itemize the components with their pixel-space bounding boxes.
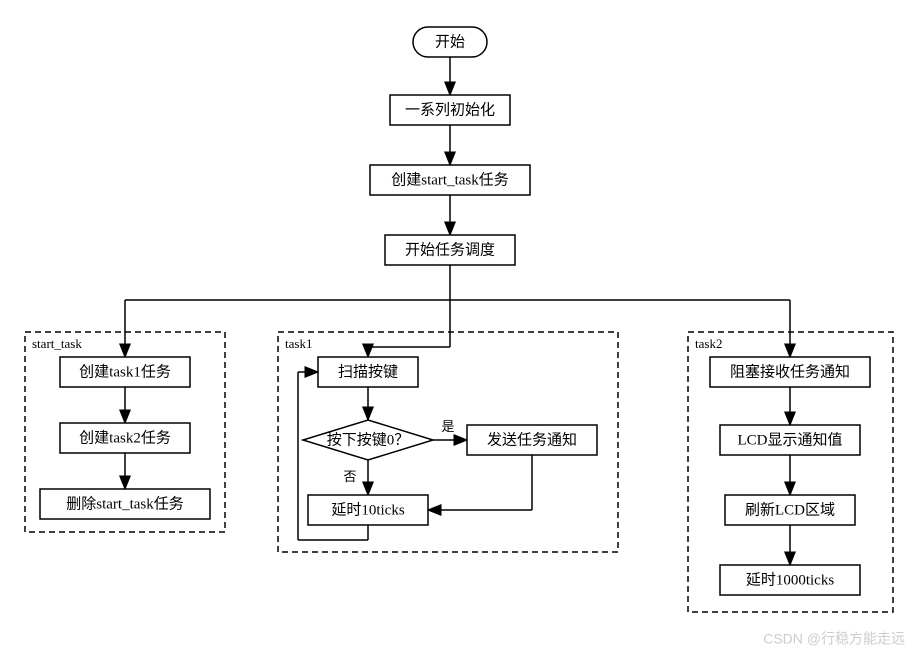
edge-no: 否 xyxy=(343,460,368,495)
svg-text:创建task1任务: 创建task1任务 xyxy=(79,363,171,380)
node-st-create1: 创建task1任务 xyxy=(60,357,190,387)
watermark-text: CSDN @行稳方能走远 xyxy=(763,631,905,647)
svg-text:task2: task2 xyxy=(695,336,722,351)
svg-text:创建task2任务: 创建task2任务 xyxy=(79,429,171,446)
node-init: 一系列初始化 xyxy=(390,95,510,125)
svg-text:按下按键0？: 按下按键0？ xyxy=(327,431,410,448)
svg-text:延时10ticks: 延时10ticks xyxy=(331,501,404,518)
svg-text:开始任务调度: 开始任务调度 xyxy=(405,241,495,258)
svg-text:是: 是 xyxy=(441,419,454,434)
node-schedule: 开始任务调度 xyxy=(385,235,515,265)
svg-text:task1: task1 xyxy=(285,336,312,351)
flowchart-canvas: 开始 一系列初始化 创建start_task任务 开始任务调度 start_ta… xyxy=(0,0,915,651)
node-t1-scan: 扫描按键 xyxy=(318,357,418,387)
node-t2-delay: 延时1000ticks xyxy=(720,565,860,595)
node-t1-decision: 按下按键0？ xyxy=(303,420,433,460)
svg-text:删除start_task任务: 删除start_task任务 xyxy=(66,495,184,512)
node-create-start: 创建start_task任务 xyxy=(370,165,530,195)
node-st-create2: 创建task2任务 xyxy=(60,423,190,453)
node-st-delete: 删除start_task任务 xyxy=(40,489,210,519)
svg-text:否: 否 xyxy=(343,469,356,484)
svg-text:发送任务通知: 发送任务通知 xyxy=(487,431,577,448)
edge-send-to-delay xyxy=(428,455,532,510)
svg-text:一系列初始化: 一系列初始化 xyxy=(405,101,495,118)
svg-text:延时1000ticks: 延时1000ticks xyxy=(746,571,834,588)
svg-text:扫描按键: 扫描按键 xyxy=(338,363,398,380)
svg-text:开始: 开始 xyxy=(435,33,465,50)
svg-text:LCD显示通知值: LCD显示通知值 xyxy=(737,431,842,448)
node-t1-delay: 延时10ticks xyxy=(308,495,428,525)
svg-text:start_task: start_task xyxy=(32,336,82,351)
task1-entry xyxy=(368,332,450,357)
edge-yes: 是 xyxy=(433,419,467,440)
svg-text:刷新LCD区域: 刷新LCD区域 xyxy=(745,501,835,518)
node-t2-lcd: LCD显示通知值 xyxy=(720,425,860,455)
svg-text:阻塞接收任务通知: 阻塞接收任务通知 xyxy=(730,362,850,380)
node-t1-send: 发送任务通知 xyxy=(467,425,597,455)
svg-text:创建start_task任务: 创建start_task任务 xyxy=(391,171,509,188)
node-t2-recv: 阻塞接收任务通知 xyxy=(710,357,870,387)
node-start: 开始 xyxy=(413,27,487,57)
node-t2-refresh: 刷新LCD区域 xyxy=(725,495,855,525)
